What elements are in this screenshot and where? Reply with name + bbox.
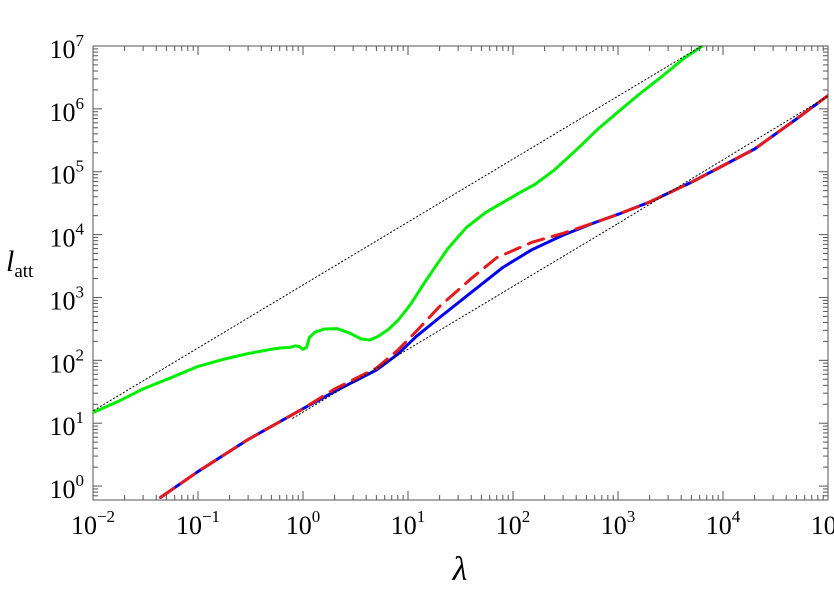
y-tick-label-base: 10 [50, 286, 76, 315]
y-tick-label-base: 10 [50, 224, 76, 253]
y-axis-label-sub: att [14, 261, 34, 282]
series-layer [93, 46, 828, 499]
y-tick-label-base: 10 [50, 412, 76, 441]
x-tick-label: 105 [811, 507, 834, 540]
series-line-3 [159, 94, 828, 499]
y-tick-label-exp: 5 [76, 157, 85, 176]
series-line-5 [292, 223, 619, 419]
y-tick-label-base: 10 [50, 475, 76, 504]
x-tick-label-base: 10 [811, 511, 834, 540]
x-tick-label-base: 10 [496, 511, 522, 540]
y-tick-label: 106 [50, 94, 85, 127]
y-tick-label-base: 10 [50, 98, 76, 127]
y-tick-label-exp: 7 [76, 31, 85, 50]
series-line-1 [93, 46, 706, 414]
y-tick-label: 107 [50, 31, 85, 64]
x-tick-label-exp: 3 [627, 507, 636, 526]
y-tick-label-base: 10 [50, 161, 76, 190]
x-tick-label: 103 [601, 507, 636, 540]
x-tick-label-exp: 2 [522, 507, 531, 526]
y-tick-label: 105 [50, 157, 85, 190]
x-tick-label: 101 [391, 507, 426, 540]
x-tick-label-exp: 4 [732, 507, 741, 526]
x-tick-label-exp: 0 [312, 507, 321, 526]
y-axis-label-base: l [6, 245, 14, 278]
y-tick-label-exp: 6 [76, 94, 85, 113]
y-tick-label: 104 [50, 220, 85, 253]
x-tick-label: 104 [706, 507, 741, 540]
plot-frame [92, 45, 829, 501]
y-tick-label: 101 [50, 408, 85, 441]
y-tick-label-exp: 3 [76, 282, 85, 301]
series-line-2 [159, 94, 828, 499]
x-tick-label-base: 10 [391, 511, 417, 540]
y-tick-label-exp: 0 [76, 471, 85, 490]
y-tick-label: 103 [50, 282, 85, 315]
x-tick-label: 102 [496, 507, 531, 540]
x-axis: 10−210−1100101102103104105 [71, 46, 834, 540]
x-tick-label-exp: −2 [97, 507, 115, 526]
y-tick-label-exp: 2 [76, 345, 85, 364]
x-tick-label-base: 10 [706, 511, 732, 540]
x-axis-label: λ [452, 551, 468, 588]
series-line-4 [93, 46, 703, 411]
x-tick-label-base: 10 [176, 511, 202, 540]
x-tick-label: 100 [286, 507, 321, 540]
y-tick-label-base: 10 [50, 349, 76, 378]
y-tick-label: 102 [50, 345, 85, 378]
x-tick-label: 10−2 [71, 507, 115, 540]
y-axis-label: latt [6, 245, 34, 282]
y-tick-label-exp: 4 [76, 220, 85, 239]
x-tick-label: 10−1 [176, 507, 220, 540]
y-tick-label-exp: 1 [76, 408, 85, 427]
x-tick-label-base: 10 [71, 511, 97, 540]
plot-border [92, 45, 829, 501]
x-tick-label-base: 10 [286, 511, 312, 540]
series-line-6 [617, 95, 828, 225]
y-tick-label-base: 10 [50, 35, 76, 64]
y-tick-label: 100 [50, 471, 85, 504]
x-tick-label-base: 10 [601, 511, 627, 540]
x-tick-label-exp: −1 [202, 507, 220, 526]
x-tick-label-exp: 1 [417, 507, 426, 526]
